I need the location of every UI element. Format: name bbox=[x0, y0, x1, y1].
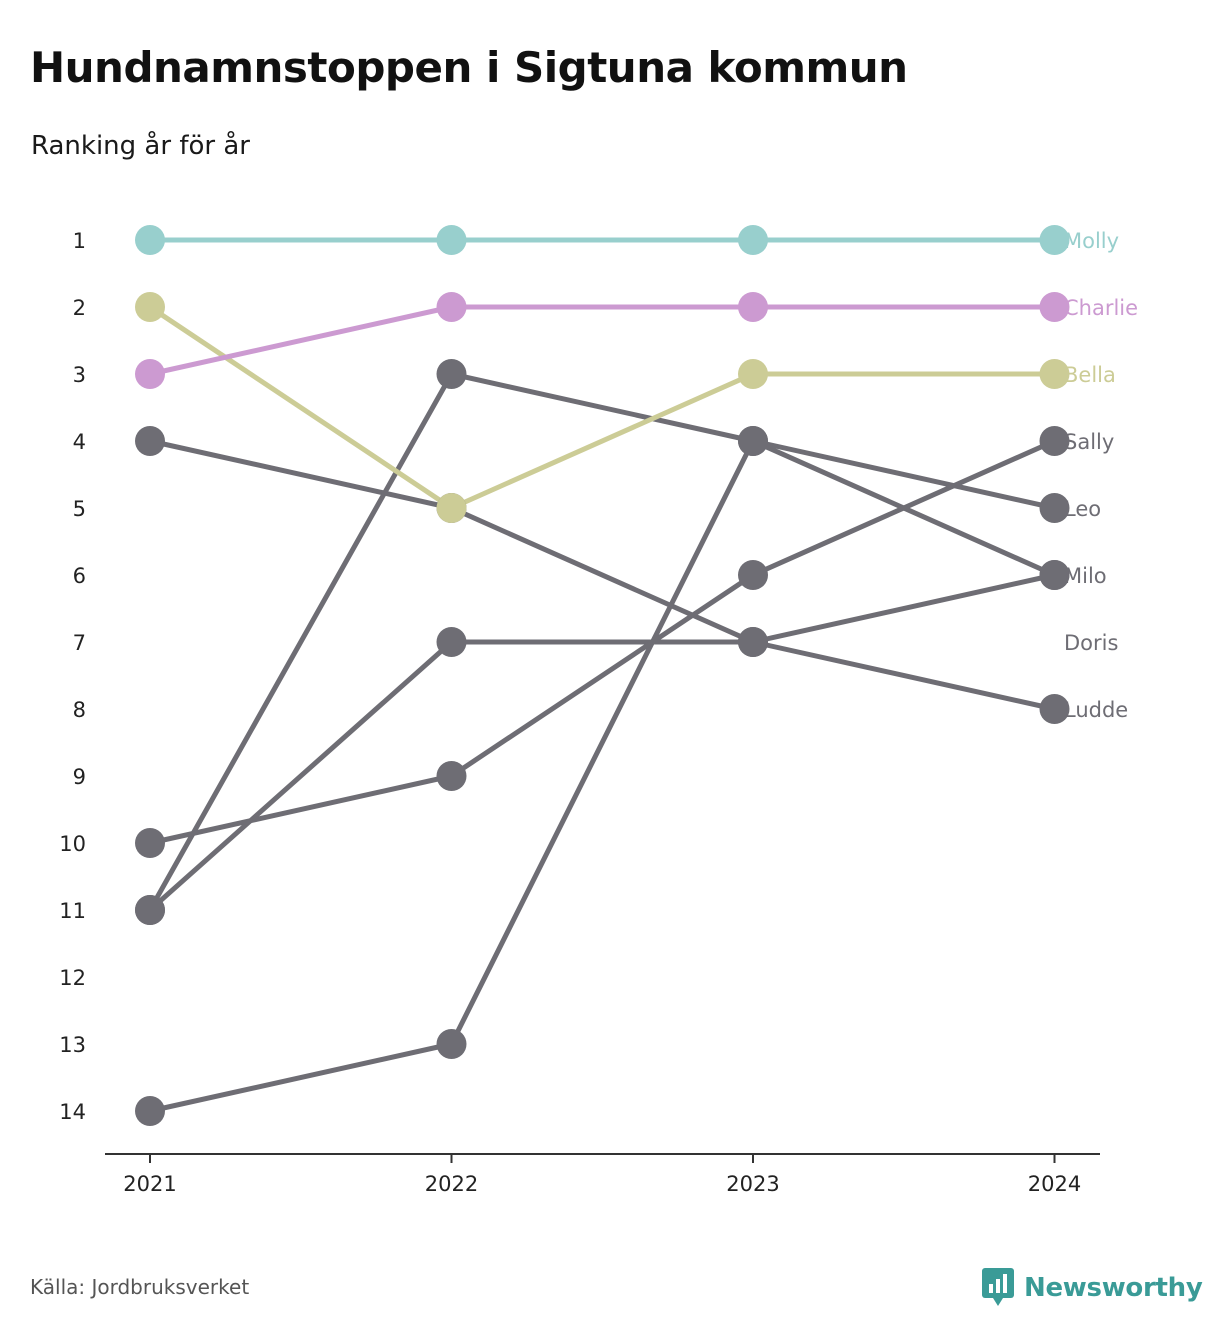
end-label-molly: Molly bbox=[1064, 229, 1119, 253]
newsworthy-logo-icon bbox=[982, 1268, 1014, 1306]
point-molly-2023 bbox=[738, 225, 768, 255]
point-bella-2021 bbox=[135, 292, 165, 322]
point-molly-2024 bbox=[1039, 225, 1070, 255]
series-line-doris bbox=[147, 438, 1057, 1114]
chart-title: Hundnamnstoppen i Sigtuna kommun bbox=[30, 43, 908, 92]
point-sally-2024 bbox=[1039, 426, 1070, 456]
chart-subtitle: Ranking år för år bbox=[31, 131, 250, 161]
x-tick-label-2021: 2021 bbox=[123, 1172, 176, 1196]
point-leo-2022 bbox=[436, 359, 467, 389]
brand-name: Newsworthy bbox=[1024, 1273, 1203, 1303]
point-leo-2024 bbox=[1039, 493, 1070, 523]
y-tick-label-11: 11 bbox=[59, 899, 86, 923]
x-tick-label-2023: 2023 bbox=[726, 1172, 779, 1196]
end-label-ludde: Ludde bbox=[1064, 698, 1128, 722]
point-ludde-2024 bbox=[1039, 694, 1070, 724]
end-label-charlie: Charlie bbox=[1064, 296, 1138, 320]
point-doris-2021 bbox=[135, 1096, 165, 1126]
point-doris-2022 bbox=[436, 1029, 467, 1059]
point-leo-2021 bbox=[135, 895, 165, 925]
y-tick-label-10: 10 bbox=[59, 832, 86, 856]
point-charlie-2023 bbox=[738, 292, 768, 322]
y-tick-label-6: 6 bbox=[73, 564, 86, 588]
point-leo-2023 bbox=[738, 426, 768, 456]
y-tick-label-4: 4 bbox=[73, 430, 86, 454]
point-molly-2022 bbox=[436, 225, 467, 255]
brand-logo: Newsworthy bbox=[982, 1268, 1203, 1308]
y-tick-label-9: 9 bbox=[73, 765, 86, 789]
point-milo-2022 bbox=[436, 627, 467, 657]
y-tick-label-12: 12 bbox=[59, 966, 86, 990]
end-label-bella: Bella bbox=[1064, 363, 1116, 387]
point-bella-2024 bbox=[1039, 359, 1070, 389]
y-tick-label-5: 5 bbox=[73, 497, 86, 521]
point-sally-2021 bbox=[135, 828, 165, 858]
point-molly-2021 bbox=[135, 225, 165, 255]
point-milo-2024 bbox=[1039, 560, 1070, 590]
series-line-sally bbox=[147, 438, 1057, 846]
y-tick-label-14: 14 bbox=[59, 1100, 86, 1124]
y-tick-label-3: 3 bbox=[73, 363, 86, 387]
end-label-leo: Leo bbox=[1064, 497, 1101, 521]
series-line-ludde bbox=[147, 438, 1057, 712]
point-bella-2022 bbox=[436, 493, 467, 523]
source-note: Källa: Jordbruksverket bbox=[30, 1275, 250, 1299]
y-tick-label-1: 1 bbox=[73, 229, 86, 253]
end-label-milo: Milo bbox=[1064, 564, 1107, 588]
point-charlie-2024 bbox=[1039, 292, 1070, 322]
point-charlie-2021 bbox=[135, 359, 165, 389]
y-tick-label-7: 7 bbox=[73, 631, 86, 655]
point-sally-2023 bbox=[738, 560, 768, 590]
y-tick-label-2: 2 bbox=[73, 296, 86, 320]
point-charlie-2022 bbox=[436, 292, 467, 322]
y-tick-label-13: 13 bbox=[59, 1033, 86, 1057]
series-line-charlie bbox=[147, 304, 1057, 377]
x-tick-label-2022: 2022 bbox=[425, 1172, 478, 1196]
end-label-sally: Sally bbox=[1064, 430, 1114, 454]
point-sally-2022 bbox=[436, 761, 467, 791]
point-milo-2023 bbox=[738, 627, 768, 657]
x-tick-label-2024: 2024 bbox=[1028, 1172, 1081, 1196]
series-line-milo bbox=[147, 572, 1057, 913]
series-line-leo bbox=[147, 371, 1057, 913]
end-label-doris: Doris bbox=[1064, 631, 1118, 655]
y-tick-label-8: 8 bbox=[73, 698, 86, 722]
point-bella-2023 bbox=[738, 359, 768, 389]
point-ludde-2021 bbox=[135, 426, 165, 456]
series-line-bella bbox=[147, 304, 1057, 511]
